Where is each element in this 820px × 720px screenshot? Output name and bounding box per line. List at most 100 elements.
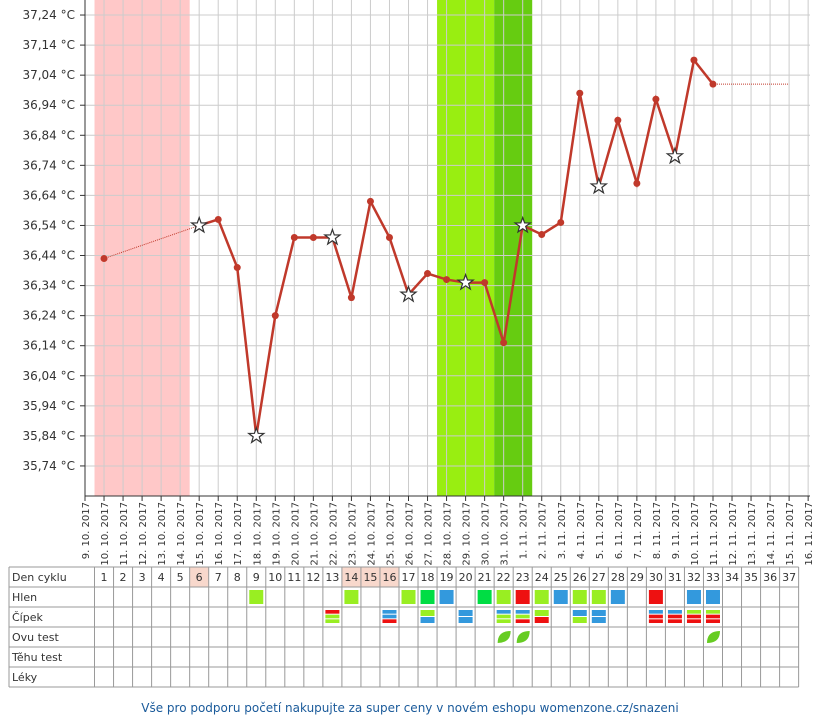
cycle-day: 37 [782, 571, 796, 584]
y-tick-label: 37,14 °C [22, 38, 75, 52]
cycle-day: 14 [344, 571, 358, 584]
x-tick-label: 25. 10. 2017 [385, 502, 396, 566]
cipek-cell [325, 619, 340, 623]
point [233, 264, 241, 272]
cipek-cell [534, 617, 549, 623]
x-tick-label: 28. 10. 2017 [443, 502, 454, 566]
x-tick-label: 31. 10. 2017 [500, 502, 511, 566]
x-tick-label: 27. 10. 2017 [424, 502, 435, 566]
x-tick-label: 13. 10. 2017 [157, 502, 168, 566]
cipek-cell [648, 610, 663, 614]
cipek-cell [534, 610, 549, 616]
x-tick-label: 16. 11. 2017 [804, 502, 815, 566]
cipek-cell [667, 614, 682, 619]
y-tick-label: 36,84 °C [22, 128, 75, 142]
cipek-cell [420, 610, 435, 616]
x-tick-label: 9. 10. 2017 [81, 502, 92, 559]
phase-band [494, 0, 533, 496]
point [214, 215, 222, 223]
x-tick-label: 6. 11. 2017 [614, 502, 625, 559]
row-label: Léky [12, 671, 38, 684]
x-tick-label: 22. 10. 2017 [328, 502, 339, 566]
point [652, 95, 660, 103]
x-tick-label: 29. 10. 2017 [462, 502, 473, 566]
cipek-cell [648, 614, 663, 619]
point [443, 276, 451, 284]
cycle-day: 21 [478, 571, 492, 584]
point [614, 116, 622, 124]
x-tick-label: 24. 10. 2017 [366, 502, 377, 566]
hlen-cell [496, 590, 511, 604]
x-tick-label: 26. 10. 2017 [405, 502, 416, 566]
cipek-cell [382, 610, 397, 614]
x-tick-label: 12. 11. 2017 [728, 502, 739, 566]
y-tick-label: 36,74 °C [22, 158, 75, 172]
x-tick-label: 5. 11. 2017 [595, 502, 606, 559]
cipek-cell [515, 619, 530, 623]
cipek-cell [458, 617, 473, 623]
cipek-cell [686, 610, 701, 614]
point [424, 270, 432, 278]
cycle-day: 27 [592, 571, 606, 584]
cipek-cell [686, 619, 701, 623]
y-tick-label: 36,44 °C [22, 249, 75, 263]
cipek-cell [591, 610, 606, 616]
cycle-day: 15 [363, 571, 377, 584]
cycle-day: 1 [101, 571, 108, 584]
x-tick-label: 14. 10. 2017 [176, 502, 187, 566]
hlen-cell [705, 590, 720, 604]
cipek-cell [496, 619, 511, 623]
cycle-day: 4 [158, 571, 165, 584]
x-tick-label: 9. 11. 2017 [671, 502, 682, 559]
y-tick-label: 35,74 °C [22, 459, 75, 473]
ovu-leaf [706, 631, 720, 643]
cycle-day: 9 [253, 571, 260, 584]
point [290, 233, 298, 241]
cipek-cell [496, 614, 511, 619]
hlen-cell [515, 590, 530, 604]
hlen-cell [420, 590, 435, 604]
x-tick-label: 15. 11. 2017 [785, 502, 796, 566]
star-point [399, 284, 418, 303]
footer-link[interactable]: Vše pro podporu početí nakupujte za supe… [141, 701, 678, 715]
y-tick-label: 37,04 °C [22, 68, 75, 82]
cycle-day: 19 [440, 571, 454, 584]
row-label: Těhu test [11, 651, 63, 664]
cycle-day: 2 [120, 571, 127, 584]
point [576, 89, 584, 97]
hlen-cell [553, 590, 568, 604]
row-label: Hlen [12, 591, 37, 604]
star-point [456, 272, 475, 291]
highlight-cell [189, 567, 209, 587]
y-tick-label: 37,24 °C [22, 8, 75, 22]
y-tick-label: 36,94 °C [22, 98, 75, 112]
temp-line [198, 57, 714, 437]
y-tick-label: 36,34 °C [22, 279, 75, 293]
cycle-day: 34 [725, 571, 739, 584]
x-tick-label: 11. 10. 2017 [119, 502, 130, 566]
point [557, 218, 565, 226]
hlen-cell [439, 590, 454, 604]
cycle-day: 35 [744, 571, 758, 584]
point [633, 179, 641, 187]
cipek-cell [515, 610, 530, 614]
row-label: Den cyklu [12, 571, 67, 584]
cycle-day: 28 [611, 571, 625, 584]
cycle-day: 8 [234, 571, 241, 584]
cycle-day: 20 [459, 571, 473, 584]
temp-gap-line [103, 224, 200, 259]
hlen-cell [477, 590, 492, 604]
cipek-cell [572, 610, 587, 616]
x-tick-label: 11. 11. 2017 [709, 502, 720, 566]
y-tick-label: 36,54 °C [22, 218, 75, 232]
hlen-cell [534, 590, 549, 604]
x-tick-label: 23. 10. 2017 [347, 502, 358, 566]
cycle-day: 6 [196, 571, 203, 584]
x-tick-label: 8. 11. 2017 [652, 502, 663, 559]
cycle-day: 18 [421, 571, 435, 584]
highlight-cell [379, 567, 399, 587]
x-tick-label: 14. 11. 2017 [766, 502, 777, 566]
cycle-day: 24 [535, 571, 549, 584]
x-tick-label: 13. 11. 2017 [747, 502, 758, 566]
point [100, 255, 108, 263]
